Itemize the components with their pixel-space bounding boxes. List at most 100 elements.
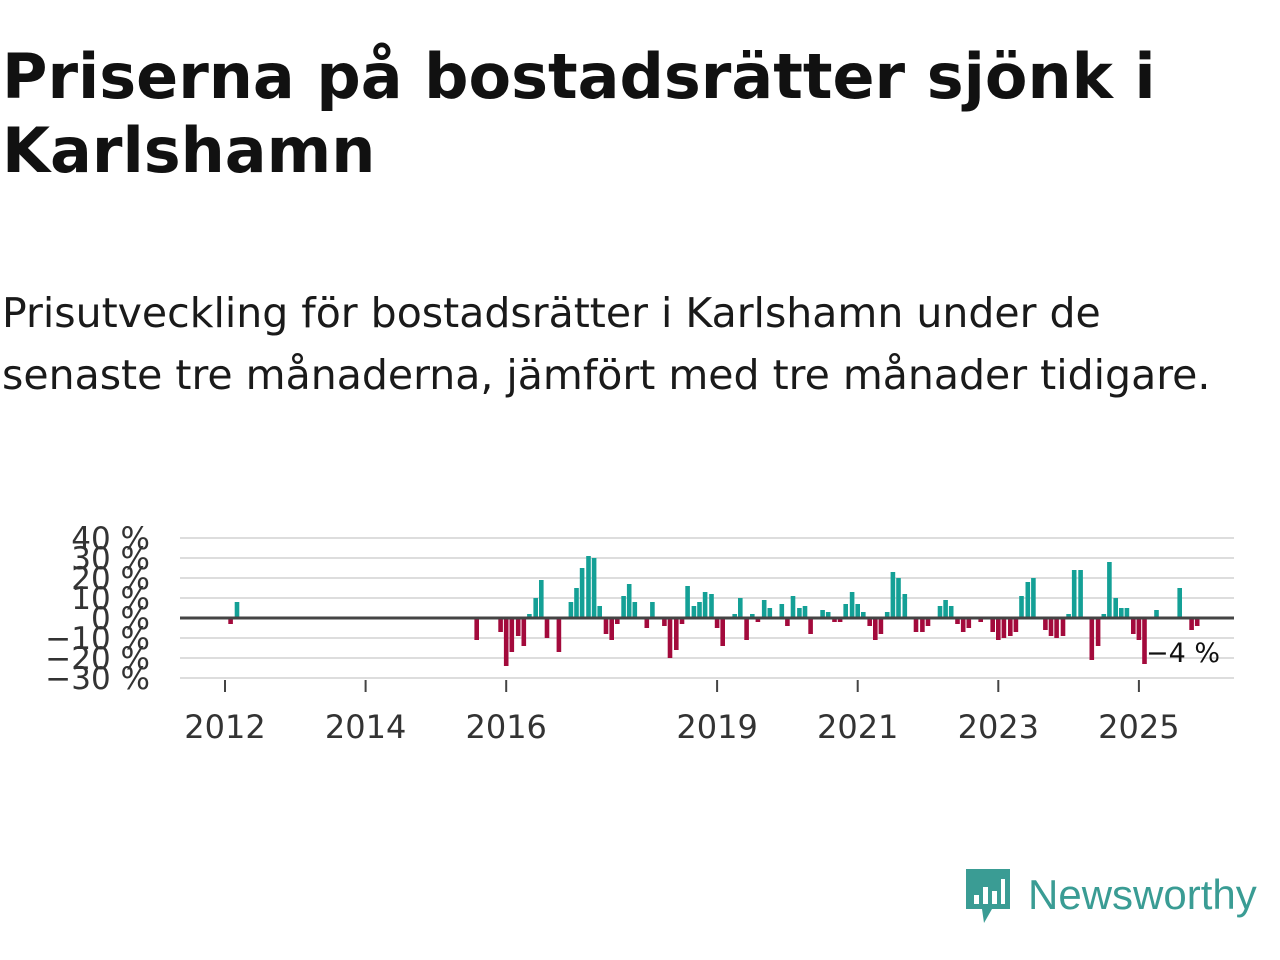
bar <box>586 556 591 618</box>
bar <box>603 618 609 634</box>
y-tick-label: −30 % <box>45 661 150 697</box>
bar <box>843 604 848 618</box>
x-axis-ticks: 2012 2014 2016 2019 2021 2023 2025 <box>184 680 1180 746</box>
bar <box>913 618 919 632</box>
bar <box>996 618 1001 640</box>
bar <box>978 618 983 622</box>
bar <box>925 618 931 626</box>
bar <box>662 618 667 626</box>
bar <box>837 618 843 622</box>
page-title: Priserna på bostadsrätter sjönk i Karlsh… <box>2 40 1156 187</box>
bar <box>955 618 960 624</box>
bar <box>738 598 743 618</box>
bar <box>732 614 737 618</box>
bar <box>621 596 626 618</box>
y-tick-label: 10 % <box>71 581 150 617</box>
bar <box>802 606 808 618</box>
bar <box>1136 618 1142 640</box>
bar <box>632 602 638 618</box>
bars <box>228 556 1200 666</box>
newsworthy-logo-icon <box>966 869 1010 923</box>
bar <box>1154 610 1159 618</box>
bar <box>521 618 527 646</box>
bar <box>750 614 755 618</box>
bar <box>667 618 673 658</box>
bar <box>714 618 720 628</box>
x-tick-label: 2023 <box>958 708 1039 746</box>
bar <box>1054 618 1059 638</box>
y-tick-label: 0 % <box>91 601 150 637</box>
bar <box>597 606 602 618</box>
bar <box>884 612 890 618</box>
x-tick-label: 2021 <box>817 708 898 746</box>
bar <box>1124 608 1130 618</box>
bar <box>896 578 901 618</box>
last-value-label: −4 % <box>1146 638 1220 669</box>
bar <box>761 600 767 618</box>
bar <box>720 618 725 646</box>
bar <box>574 588 579 618</box>
bar <box>825 612 831 618</box>
bar <box>779 604 785 618</box>
bar <box>948 606 954 618</box>
bar <box>626 584 632 618</box>
bar <box>744 618 749 640</box>
bar <box>644 618 650 628</box>
chart-subtitle: Prisutveckling för bostadsrätter i Karls… <box>2 289 1211 399</box>
bar <box>849 592 855 618</box>
bar <box>1194 618 1200 626</box>
x-tick-label: 2016 <box>465 708 546 746</box>
bar <box>966 618 972 628</box>
bar <box>1078 570 1083 618</box>
bar <box>855 604 860 618</box>
bar <box>902 594 908 618</box>
bar <box>228 618 233 624</box>
bar <box>943 600 948 618</box>
bar <box>609 618 614 640</box>
bar <box>509 618 515 652</box>
bar <box>1043 618 1048 630</box>
bar <box>685 586 690 618</box>
bar <box>568 602 574 618</box>
bar <box>1177 588 1182 618</box>
bar <box>1089 618 1095 660</box>
x-tick-label: 2025 <box>1098 708 1179 746</box>
bar <box>1013 618 1019 632</box>
bar <box>920 618 925 632</box>
bar <box>615 618 620 624</box>
bar <box>878 618 884 634</box>
bar <box>990 618 995 632</box>
bar <box>539 580 544 618</box>
x-tick-label: 2019 <box>676 708 757 746</box>
bar <box>234 602 240 618</box>
bar <box>1066 614 1071 618</box>
bar <box>937 606 943 618</box>
bar <box>1142 618 1147 664</box>
bar <box>591 558 597 618</box>
bar <box>808 618 813 634</box>
bar <box>790 596 796 618</box>
bar <box>785 618 790 626</box>
bar <box>1019 596 1024 618</box>
bar <box>1008 618 1013 636</box>
grid-lines <box>180 537 1234 679</box>
y-tick-label: 30 % <box>71 541 150 577</box>
bar <box>1048 618 1054 636</box>
bar <box>533 598 538 618</box>
bar <box>1025 582 1031 618</box>
bar <box>767 608 773 618</box>
bar <box>1101 614 1107 618</box>
bar <box>498 618 503 632</box>
y-axis-ticks: −30 %−20 %−10 %0 %10 %20 %30 %40 % <box>45 521 150 697</box>
x-tick-label: 2014 <box>325 708 406 746</box>
bar <box>1071 570 1077 618</box>
bar <box>1119 608 1124 618</box>
bar <box>527 614 532 618</box>
bar <box>861 612 866 618</box>
y-tick-label: 40 % <box>71 521 150 557</box>
bar <box>556 618 562 652</box>
bar <box>474 618 479 640</box>
bar <box>515 618 521 636</box>
bar <box>691 606 697 618</box>
bar <box>1031 578 1036 618</box>
